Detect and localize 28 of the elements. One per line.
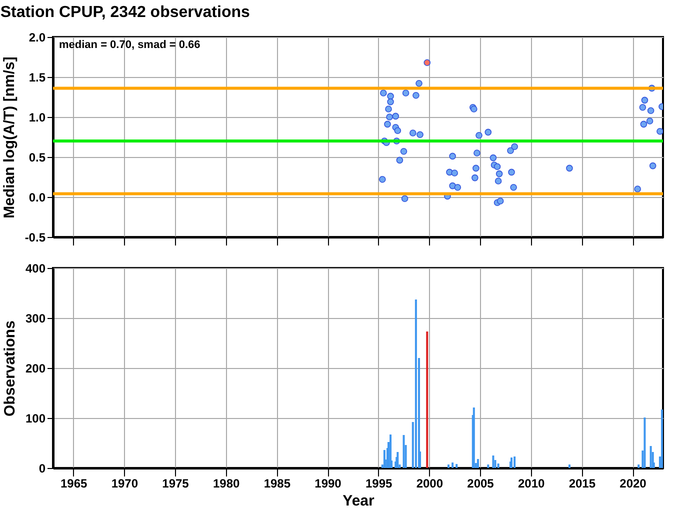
x-tick-label: 2010	[518, 476, 546, 490]
x-tick-label: 1985	[264, 476, 291, 490]
y-tick-label: -0.5	[24, 230, 46, 244]
x-tick-label: 1990	[314, 476, 342, 490]
x-tick-label: 1965	[60, 476, 88, 490]
x-tick-label: 1975	[162, 476, 190, 490]
y-tick-label: 0.5	[28, 150, 46, 164]
x-tick-label: 1980	[212, 476, 240, 490]
y-tick-label: 100	[25, 412, 46, 426]
x-tick-label: 2015	[568, 476, 596, 490]
annotation: median = 0.70, smad = 0.66	[59, 39, 200, 51]
y-tick-label: 0	[38, 462, 46, 476]
y-tick-label: 200	[25, 362, 46, 376]
x-tick-label: 2000	[416, 476, 444, 490]
x-tick-label: 2005	[467, 476, 494, 490]
y-tick-label: 400	[25, 262, 46, 276]
y-tick-label: 0.0	[28, 190, 46, 204]
y-axis-title: Median log(A/T) [nm/s]	[0, 56, 18, 218]
y-tick-label: 300	[25, 312, 46, 326]
y-tick-label: 2.0	[28, 30, 46, 44]
y-tick-label: 1.5	[28, 70, 46, 84]
x-tick-label: 1970	[111, 476, 138, 490]
x-tick-label: 1995	[365, 476, 393, 490]
x-tick-label: 2020	[620, 476, 647, 490]
x-axis-title: Year	[342, 492, 375, 510]
y-tick-label: 1.0	[28, 110, 46, 124]
y-axis-title: Observations	[1, 320, 18, 416]
chart-title: Station CPUP, 2342 observations	[0, 4, 250, 21]
